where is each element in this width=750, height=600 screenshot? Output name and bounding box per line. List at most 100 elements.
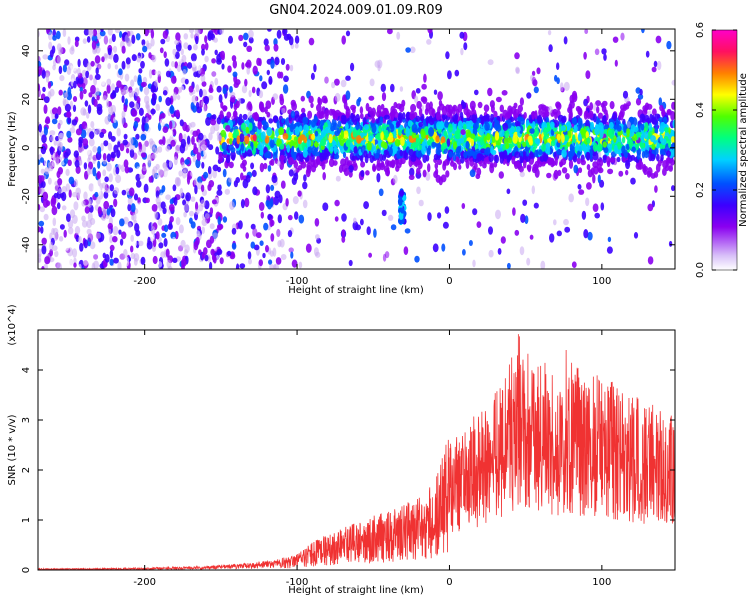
spectrogram-cell — [66, 130, 72, 139]
spectrogram-cell — [416, 143, 422, 151]
spectrogram-cell — [73, 262, 77, 268]
spectrogram-cell — [165, 70, 171, 78]
spectrogram-cell — [103, 191, 109, 199]
spectrogram-cell — [107, 222, 114, 230]
spectrogram-cell — [94, 204, 99, 211]
spectrogram-cell — [409, 167, 415, 177]
spectrogram-cell — [248, 29, 254, 39]
spectrogram-cell — [258, 90, 264, 99]
spectrogram-cell — [583, 51, 587, 60]
spectrogram-cell — [171, 75, 177, 84]
spectrogram-cell — [184, 159, 190, 165]
spectrogram-cell — [265, 245, 269, 253]
spectrogram-cell — [389, 123, 394, 130]
spectrogram-cell — [415, 115, 421, 123]
spectrogram-cell — [214, 49, 218, 56]
spectrogram-cell — [219, 110, 224, 120]
spectrogram-cell — [138, 240, 144, 247]
spectrogram-cell — [289, 123, 294, 133]
spectrogram-cell — [445, 170, 450, 178]
spectrogram-cell — [225, 154, 231, 164]
spectrogram-cell — [38, 175, 43, 184]
spectrogram-cell — [116, 127, 121, 137]
spectrogram-cell — [538, 108, 542, 117]
spectrogram-cell — [86, 112, 90, 119]
spectrogram-cell — [127, 222, 132, 229]
spectrogram-cell — [207, 30, 214, 40]
spectrogram-cell — [646, 103, 653, 110]
spectrogram-cell — [664, 127, 669, 133]
spectrogram-cell — [418, 199, 424, 207]
spectrogram-cell — [150, 233, 156, 241]
spectrogram-cell — [415, 148, 422, 158]
spectrogram-cell — [660, 154, 664, 162]
spectrogram-cell — [656, 153, 660, 162]
spectrogram-cell — [117, 141, 121, 148]
spectrogram-cell — [616, 156, 621, 163]
spectrogram-cell — [104, 59, 108, 67]
spectrogram-cell — [283, 75, 289, 83]
spectrogram-cell — [121, 231, 127, 240]
spectrogram-cell — [121, 45, 126, 54]
spectrogram-cell — [541, 112, 547, 118]
spectrogram-cell — [589, 148, 593, 157]
spectrogram-cell — [531, 111, 535, 120]
spectrogram-cell — [291, 177, 297, 185]
spectrogram-cell — [434, 162, 439, 170]
spectrogram-cell — [267, 165, 272, 172]
spectrogram-cell — [452, 106, 456, 116]
spectrogram-cell — [614, 59, 618, 67]
spectrogram-cell — [243, 41, 248, 48]
spectrogram-cell — [507, 136, 513, 144]
spectrogram-cell — [544, 109, 549, 115]
snr-y-tick-label: 1 — [21, 517, 32, 523]
spectrogram-cell — [129, 137, 134, 146]
spectrogram-cell — [602, 141, 608, 148]
spectrogram-cell — [532, 163, 539, 172]
spectrogram-cell — [140, 60, 145, 69]
spectrogram-cell — [165, 194, 172, 200]
spectrogram-cell — [380, 160, 385, 168]
spectrogram-cell — [578, 189, 585, 195]
spectrogram-cell — [371, 117, 376, 124]
spectrogram-cell — [168, 48, 173, 57]
spectrogram-cell — [647, 256, 654, 265]
spectrogram-cell — [324, 113, 329, 120]
spectrogram-cell — [375, 118, 381, 124]
spectrogram-cell — [173, 196, 178, 206]
spectrogram-cell — [195, 101, 200, 110]
spectrogram-cell — [186, 175, 191, 185]
spectrogram-cell — [593, 103, 597, 111]
spectrogram-cell — [561, 167, 568, 174]
spectrogram-cell — [458, 164, 462, 170]
spectrogram-cell — [314, 142, 319, 148]
spectrogram-cell — [39, 206, 45, 213]
spectrogram-cell — [64, 243, 70, 251]
spectrogram-cell — [146, 213, 151, 223]
spectrogram-cell — [384, 251, 390, 259]
snr-x-tick-label: 0 — [446, 577, 452, 588]
spectrogram-cell — [58, 188, 62, 195]
spectrogram-cell — [303, 124, 309, 134]
spectrogram-cell — [429, 101, 433, 110]
spectrogram-cell — [238, 220, 243, 230]
spectrogram-cell — [560, 82, 564, 92]
snr-frame — [37, 329, 676, 571]
spectrogram-cell — [94, 55, 101, 64]
spectrogram-cell — [209, 223, 215, 230]
spectrogram-cell — [175, 101, 182, 109]
spectrogram-cell — [468, 240, 473, 246]
spectrogram-cell — [340, 158, 347, 167]
spectrogram-cell — [360, 218, 364, 226]
spectrogram-cell — [323, 147, 329, 157]
spectrogram-cell — [607, 143, 613, 150]
spectrogram-cell — [396, 31, 401, 40]
spectrogram-cell — [74, 39, 79, 48]
spectrogram-cell — [96, 94, 100, 101]
spectrogram-cell — [596, 143, 603, 152]
spectrogram-cell — [368, 252, 372, 258]
spectrogram-cell — [671, 79, 675, 86]
spectrogram-cell — [307, 145, 313, 154]
spectrogram-cell — [152, 93, 157, 102]
spectrogram-cell — [292, 196, 299, 205]
